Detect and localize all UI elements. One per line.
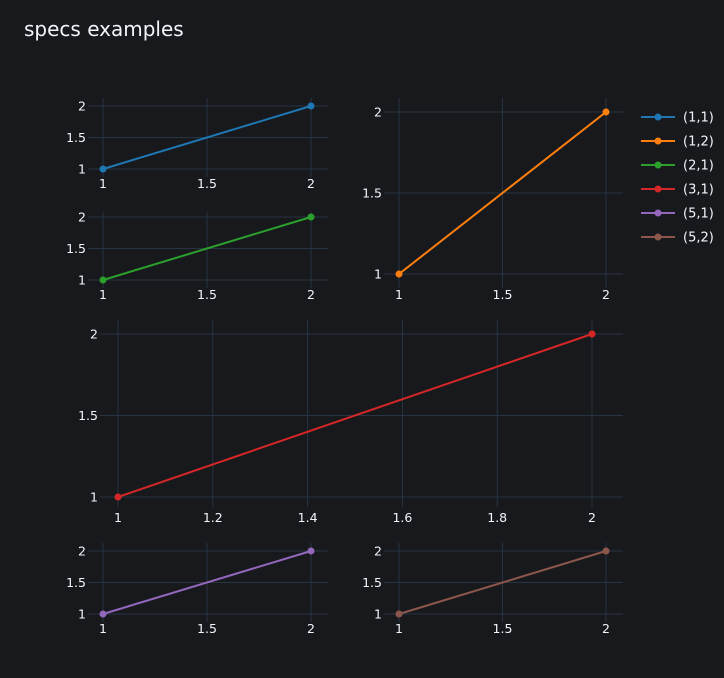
data-point — [114, 493, 122, 501]
x-tick-label: 2 — [602, 287, 610, 302]
legend-item-(5,1)[interactable]: (5,1) — [641, 207, 714, 222]
subplot-(3,1): 1 1.2 1.4 1.6 1.8 2 1 1.5 2 — [78, 320, 623, 525]
y-tick-label: 1.5 — [362, 575, 382, 590]
subplot-(1,2): 1 1.5 2 1 1.5 2 — [362, 98, 623, 302]
x-tick-label: 1.5 — [197, 621, 217, 636]
legend-item-(1,2)[interactable]: (1,2) — [641, 135, 714, 150]
x-tick-label: 1.5 — [493, 621, 513, 636]
y-tick-label: 1 — [90, 490, 98, 505]
data-point — [395, 610, 403, 618]
x-tick-label: 1.5 — [197, 287, 217, 302]
data-point — [307, 213, 315, 221]
y-tick-label: 2 — [90, 327, 98, 342]
legend-label: (1,1) — [683, 111, 714, 126]
x-tick-label: 1 — [99, 621, 107, 636]
legend-marker — [654, 233, 662, 241]
y-tick-label: 1 — [374, 267, 382, 282]
x-tick-label: 1.5 — [197, 176, 217, 191]
data-point — [602, 108, 610, 116]
legend-label: (5,2) — [683, 231, 714, 246]
data-point — [602, 547, 610, 555]
y-tick-label: 2 — [78, 99, 86, 114]
data-point — [307, 547, 315, 555]
subplot-(2,1): 1 1.5 2 1 1.5 2 — [66, 210, 328, 302]
x-tick-label: 2 — [602, 621, 610, 636]
y-tick-label: 1 — [78, 607, 86, 622]
y-tick-label: 1.5 — [66, 241, 86, 256]
legend-marker — [654, 185, 662, 193]
legend-marker — [654, 209, 662, 217]
subplots: 1 1.5 2 1 1.5 2 1 1.5 2 1 1.5 2 1 1.5 2 1 1.5 2 1 1.2 1.4 1.6… — [66, 98, 623, 636]
data-point — [395, 270, 403, 278]
y-tick-label: 1.5 — [66, 575, 86, 590]
x-tick-label: 2 — [307, 621, 315, 636]
legend-label: (1,2) — [683, 135, 714, 150]
legend-marker — [654, 113, 662, 121]
series-line-(1,2) — [398, 111, 607, 275]
series-line-(5,2) — [398, 550, 607, 615]
series-line-(3,1) — [117, 333, 593, 498]
legend-item-(3,1)[interactable]: (3,1) — [641, 183, 714, 198]
data-point — [99, 276, 107, 284]
y-tick-label: 1.5 — [78, 408, 98, 423]
x-tick-label: 1.5 — [493, 287, 513, 302]
x-tick-label: 1 — [395, 287, 403, 302]
x-tick-label: 1.6 — [392, 510, 412, 525]
series-line-(5,1) — [102, 550, 312, 615]
x-tick-label: 1 — [114, 510, 122, 525]
y-tick-label: 2 — [78, 210, 86, 225]
legend-label: (3,1) — [683, 183, 714, 198]
x-tick-label: 1.4 — [298, 510, 318, 525]
legend: (1,1) (1,2) (2,1) (3,1) (5,1) (5,2) — [641, 111, 714, 246]
x-tick-label: 1.8 — [487, 510, 507, 525]
legend-item-(1,1)[interactable]: (1,1) — [641, 111, 714, 126]
y-tick-label: 1 — [374, 607, 382, 622]
y-tick-label: 1 — [78, 162, 86, 177]
x-tick-label: 2 — [588, 510, 596, 525]
legend-item-(2,1)[interactable]: (2,1) — [641, 159, 714, 174]
legend-label: (2,1) — [683, 159, 714, 174]
subplot-(1,1): 1 1.5 2 1 1.5 2 — [66, 98, 328, 191]
data-point — [588, 330, 596, 338]
data-point — [99, 165, 107, 173]
y-tick-label: 1.5 — [362, 186, 382, 201]
x-tick-label: 1.2 — [203, 510, 223, 525]
x-tick-label: 2 — [307, 176, 315, 191]
series-line-(1,1) — [102, 105, 312, 170]
legend-marker — [654, 161, 662, 169]
y-tick-label: 2 — [374, 105, 382, 120]
y-tick-label: 2 — [78, 544, 86, 559]
y-tick-label: 1 — [78, 273, 86, 288]
x-tick-label: 1 — [395, 621, 403, 636]
legend-item-(5,2)[interactable]: (5,2) — [641, 231, 714, 246]
subplot-(5,1): 1 1.5 2 1 1.5 2 — [66, 543, 328, 636]
x-tick-label: 2 — [307, 287, 315, 302]
legend-label: (5,1) — [683, 207, 714, 222]
x-tick-label: 1 — [99, 176, 107, 191]
y-tick-label: 1.5 — [66, 130, 86, 145]
data-point — [307, 102, 315, 110]
x-tick-label: 1 — [99, 287, 107, 302]
series-line-(2,1) — [102, 216, 312, 281]
subplot-(5,2): 1 1.5 2 1 1.5 2 — [362, 543, 623, 636]
chart-title: specs examples — [24, 17, 184, 41]
data-point — [99, 610, 107, 618]
y-tick-label: 2 — [374, 544, 382, 559]
legend-marker — [654, 137, 662, 145]
